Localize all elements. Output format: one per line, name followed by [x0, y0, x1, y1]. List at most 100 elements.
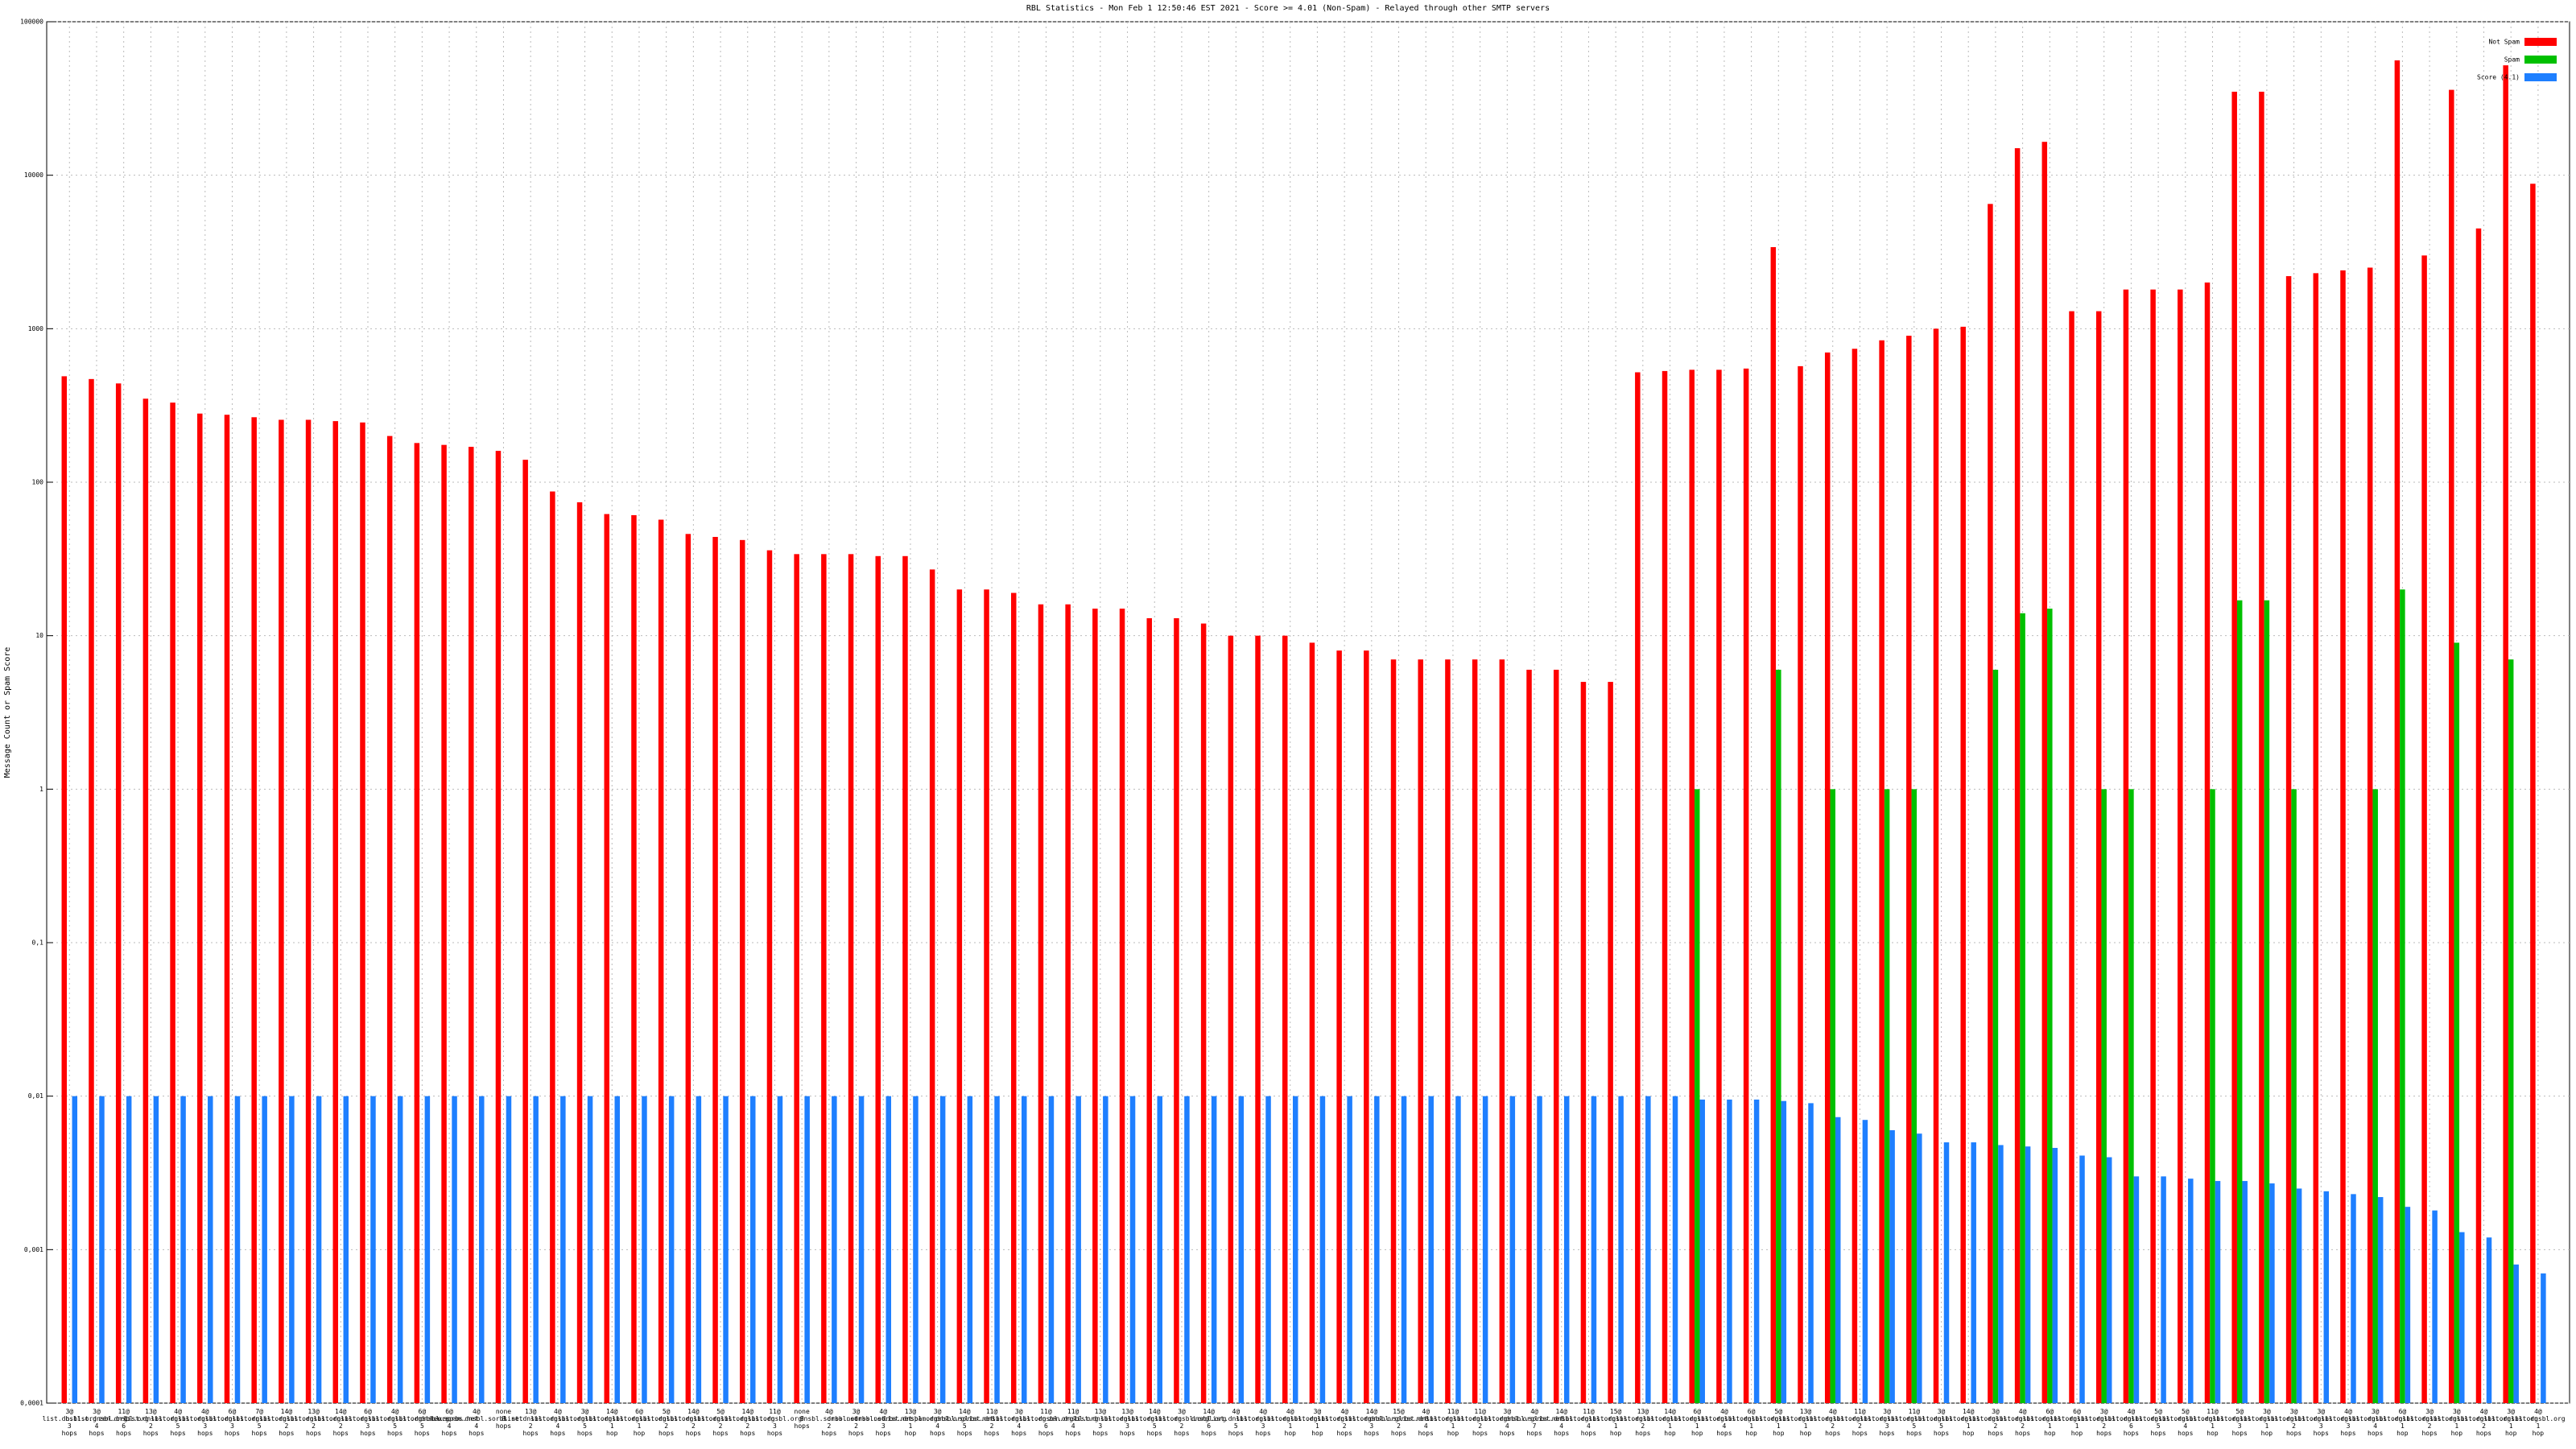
- x-tick-line: list.dnsbl.org: [1968, 1415, 2023, 1422]
- x-tick-line: 2: [1397, 1422, 1401, 1430]
- x-tick-label: 14@ list.dnsbl.org 1 hop: [585, 1408, 640, 1437]
- bar: [2530, 184, 2536, 1404]
- x-tick-label: 3@ list.dnsbl.org 2 hops: [1968, 1408, 2023, 1437]
- x-tick-line: 1: [1288, 1422, 1292, 1430]
- x-tick-line: 4@: [473, 1408, 481, 1415]
- bar: [126, 1096, 132, 1403]
- x-tick-label: 14@ list.dnsbl.org 2 hops: [314, 1408, 369, 1437]
- x-tick-line: 3: [366, 1422, 370, 1430]
- y-tick-label: 1: [39, 786, 43, 793]
- x-tick-line: hops: [2015, 1430, 2030, 1437]
- x-tick-line: 11@: [2207, 1408, 2219, 1415]
- x-tick-label: 4@ list.dnsbl.org 2 hops: [1806, 1408, 1860, 1437]
- x-tick-line: hop: [606, 1430, 618, 1437]
- x-tick-line: 14@: [335, 1408, 347, 1415]
- x-tick-line: list.dnsbl.org: [2511, 1415, 2566, 1422]
- bar: [279, 419, 284, 1403]
- bar: [1228, 635, 1234, 1403]
- x-tick-label: 3@ list.dnsbl.org 3 hops: [2294, 1408, 2349, 1437]
- x-tick-line: 3@: [1883, 1408, 1891, 1415]
- x-tick-line: hops: [1934, 1430, 1949, 1437]
- x-tick-line: 6@: [445, 1408, 453, 1415]
- x-tick-line: 13@: [1637, 1408, 1649, 1415]
- x-tick-label: 6@ dnsbl.sorbs.net 4 hops: [420, 1408, 478, 1437]
- x-tick-line: list.dnsbl.org: [395, 1415, 450, 1422]
- x-tick-line: 4@: [1286, 1408, 1294, 1415]
- x-tick-line: 14@: [1366, 1408, 1378, 1415]
- x-tick-label: 15@ list.dnsbl.org 1 hop: [1588, 1408, 1643, 1437]
- x-tick-label: 7@ list.dnsbl.org 5 hops: [232, 1408, 287, 1437]
- x-tick-line: list.dnsbl.org: [1154, 1415, 1209, 1422]
- x-tick-line: 14@: [606, 1408, 618, 1415]
- x-tick-label: 6@ list.dnsbl.org 3 hops: [205, 1408, 260, 1437]
- bar: [2449, 89, 2454, 1404]
- bar: [2259, 91, 2264, 1403]
- x-tick-line: hops: [2096, 1430, 2112, 1437]
- bar: [668, 1096, 675, 1403]
- x-tick-label: 3@ spam.dnsbl.org 4 hops: [910, 1408, 965, 1437]
- x-tick-line: dnsbl.sorbs.net: [1505, 1415, 1563, 1422]
- x-tick-line: list.dnsbl.org: [1860, 1415, 1914, 1422]
- x-tick-label: 11@ list.dnsbl.org 5 hops: [1887, 1408, 1942, 1437]
- x-tick-line: 4@: [879, 1408, 887, 1415]
- x-tick-line: hop: [634, 1430, 646, 1437]
- x-tick-label: 4@ list.dnsbl.org 5 hops: [368, 1408, 423, 1437]
- bar: [1119, 609, 1125, 1403]
- bar: [360, 422, 365, 1403]
- x-tick-line: list.dnsbl.org: [287, 1415, 341, 1422]
- bar: [1401, 1096, 1407, 1403]
- x-tick-label: 6@ list.dnsbl.org 5 hops: [395, 1408, 450, 1437]
- bar: [1672, 1096, 1678, 1403]
- legend-swatch: [2524, 73, 2557, 81]
- bar: [1157, 1096, 1162, 1403]
- bar: [604, 514, 610, 1403]
- x-tick-line: hops: [1825, 1430, 1840, 1437]
- x-tick-label: 6@ list.dnsbl.org 1 hop: [2050, 1408, 2104, 1437]
- bar: [1943, 1142, 1950, 1403]
- bar: [1776, 669, 1781, 1403]
- x-tick-line: 6: [122, 1422, 126, 1430]
- bar: [587, 1096, 593, 1403]
- x-tick-label: 5@ list.dnsbl.org 3 hops: [2212, 1408, 2267, 1437]
- x-tick-line: list.dnsbl.org: [639, 1415, 694, 1422]
- x-tick-line: list.dnsbl.org: [2483, 1415, 2538, 1422]
- x-tick-line: 1: [2211, 1422, 2215, 1430]
- x-tick-line: 1: [1967, 1422, 1971, 1430]
- x-tick-line: list.dnsbl.org: [1263, 1415, 1318, 1422]
- y-tick-label: 100000: [20, 19, 43, 26]
- x-tick-line: 2: [1641, 1422, 1645, 1430]
- x-tick-line: 1: [1777, 1422, 1781, 1430]
- x-tick-line: list.dnsbl.org: [1670, 1415, 1725, 1422]
- bar: [1798, 365, 1803, 1403]
- y-tick-label: 0,0001: [20, 1400, 43, 1407]
- x-tick-line: 13@: [1800, 1408, 1812, 1415]
- x-tick-label: 5@ list.dnsbl.org 2 hops: [693, 1408, 748, 1437]
- x-tick-label: 13@ list.dnsbl.org 2 hops: [124, 1408, 179, 1437]
- bar: [967, 1096, 973, 1403]
- x-tick-line: hops: [252, 1430, 267, 1437]
- bar: [424, 1096, 431, 1403]
- bar: [1988, 204, 1993, 1403]
- bar: [2421, 255, 2427, 1404]
- bar: [1509, 1096, 1516, 1403]
- x-tick-label: 4@ list.dnsbl.org 1 hop: [2511, 1408, 2566, 1437]
- bar: [2047, 609, 2053, 1403]
- x-tick-label: 14@ list.dnsbl.org 5 hops: [1128, 1408, 1183, 1437]
- x-tick-line: 11@: [769, 1408, 781, 1415]
- x-tick-line: hops: [2124, 1430, 2139, 1437]
- bar: [2020, 613, 2025, 1403]
- x-tick-label: 5@ list.dnsbl.org 4 hops: [2158, 1408, 2213, 1437]
- x-tick-label: 3@ b.list.dnsbl.org 4 hops: [65, 1408, 127, 1437]
- x-tick-line: 1: [1451, 1422, 1455, 1430]
- bar: [1852, 349, 1858, 1403]
- x-tick-line: b.list.dnsbl.org: [65, 1415, 127, 1422]
- x-tick-line: dnsbl.sorbs.net: [1369, 1415, 1427, 1422]
- bar: [984, 589, 989, 1403]
- bar: [2242, 1181, 2248, 1403]
- x-tick-line: 3@: [2453, 1408, 2461, 1415]
- x-tick-line: hops: [1500, 1430, 1515, 1437]
- x-tick-line: 15@: [1393, 1408, 1405, 1415]
- x-tick-line: 14@: [687, 1408, 700, 1415]
- x-tick-line: 4: [1424, 1422, 1428, 1430]
